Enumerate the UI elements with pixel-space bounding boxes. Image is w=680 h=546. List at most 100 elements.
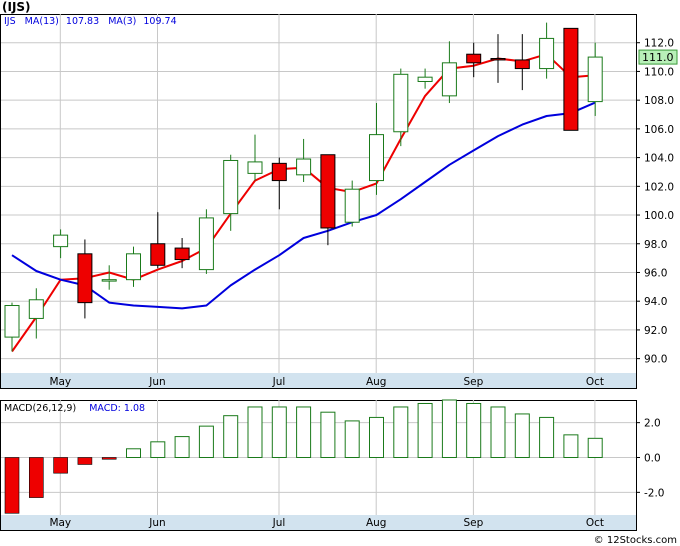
macd-bar — [539, 416, 555, 459]
macd-label: MACD: — [89, 403, 121, 414]
price-ytick-label: 108.0 — [644, 95, 674, 107]
candle — [320, 154, 336, 246]
macd-bar — [77, 457, 93, 465]
candle — [514, 34, 530, 91]
candle-body — [441, 62, 457, 97]
candle-body — [126, 253, 141, 281]
macd-bar — [101, 457, 117, 460]
candle-body — [296, 158, 312, 176]
macd-xtick-label: Aug — [366, 517, 387, 529]
macd-bar — [466, 402, 482, 459]
macd-ytick-label: 0.0 — [644, 453, 661, 465]
chart-title: (IJS) — [2, 0, 31, 14]
candle-body — [198, 217, 214, 271]
price-ytick-label: 96.0 — [644, 267, 667, 279]
candle — [369, 103, 384, 195]
macd-legend: MACD(26,12,9) MACD: 1.08 — [4, 403, 145, 414]
macd-xtick-label: Oct — [586, 517, 604, 529]
candle — [77, 239, 93, 319]
ma-3-line — [11, 53, 596, 353]
axis-labels: 90.0 92.0 94.0 96.0 98.0 100.0 102.0 104.0 106.0… — [49, 38, 674, 529]
macd-bar — [344, 420, 360, 458]
candle-body — [150, 243, 166, 266]
price-xtick-label: May — [49, 376, 71, 388]
candle — [4, 302, 20, 352]
price-xtick-label: Jul — [272, 376, 286, 388]
macd-xaxis-band — [1, 515, 636, 530]
candle-body — [174, 247, 190, 261]
macd-bar — [223, 415, 239, 459]
candle-body — [247, 161, 263, 174]
candle — [296, 138, 312, 183]
macd-bar — [369, 416, 384, 459]
candle-body — [490, 58, 506, 61]
macd-bar — [126, 448, 141, 458]
candle — [417, 68, 433, 89]
candle-body — [514, 59, 530, 70]
legend-ma-long-label: MA(13) — [25, 16, 59, 27]
legend-symbol: IJS — [4, 16, 16, 27]
candle-body — [77, 253, 93, 304]
price-xtick-label: Sep — [464, 376, 484, 388]
candle-body — [223, 159, 239, 215]
macd-bar — [441, 399, 457, 458]
macd-bar — [198, 425, 214, 458]
candle-body — [4, 305, 20, 338]
candle — [466, 42, 482, 78]
candle — [393, 68, 409, 147]
price-xtick-label: Jun — [148, 376, 165, 388]
footer-credit: © 12Stocks.com — [594, 535, 677, 546]
candle — [28, 288, 44, 339]
candle-body — [344, 188, 360, 223]
macd-bar — [417, 402, 433, 459]
candle — [587, 42, 603, 116]
price-legend: IJS MA(13) 107.83 MA(3) 109.74 — [4, 16, 177, 27]
price-ytick-label: 90.0 — [644, 354, 667, 366]
current-price-label: 111.0 — [642, 51, 674, 64]
macd-bar — [320, 411, 336, 458]
macd-bar — [587, 437, 603, 459]
macd-bar — [393, 406, 409, 458]
candle-body — [271, 162, 287, 182]
price-ytick-label: 110.0 — [644, 66, 674, 78]
price-ytick-label: 102.0 — [644, 181, 674, 193]
macd-ytick-label: 2.0 — [644, 418, 661, 430]
candle-body — [417, 76, 433, 82]
moving-averages — [11, 53, 596, 353]
price-xaxis-band — [1, 373, 636, 388]
macd-bar — [150, 441, 166, 458]
macd-bar — [271, 406, 287, 458]
candle — [53, 229, 69, 259]
price-ytick-label: 112.0 — [644, 38, 674, 50]
candles — [4, 22, 603, 352]
macd-bar — [247, 406, 263, 458]
candle — [223, 154, 239, 231]
macd-bar — [53, 457, 68, 474]
macd-xtick-label: Jun — [148, 517, 165, 529]
price-ytick-label: 106.0 — [644, 124, 674, 136]
macd-bar — [28, 457, 44, 498]
candle-body — [539, 37, 555, 70]
candle — [271, 157, 287, 210]
candle-body — [28, 299, 44, 319]
price-ytick-label: 92.0 — [644, 325, 667, 337]
candle — [539, 22, 555, 79]
candle-body — [101, 279, 117, 282]
candle — [441, 41, 457, 104]
macd-xtick-label: Sep — [464, 517, 484, 529]
candle-body — [587, 56, 603, 103]
candle — [150, 212, 166, 269]
macd-value: 1.08 — [124, 403, 145, 414]
candle — [490, 34, 506, 83]
candle — [563, 27, 579, 131]
candle — [344, 180, 360, 227]
candle — [126, 246, 141, 287]
macd-xtick-label: May — [49, 517, 71, 529]
ma-13-line — [11, 101, 596, 310]
price-ytick-label: 98.0 — [644, 239, 667, 251]
macd-ytick-label: -2.0 — [644, 487, 665, 499]
candle-body — [393, 73, 409, 133]
price-xtick-label: Oct — [586, 376, 604, 388]
candle — [247, 134, 263, 181]
